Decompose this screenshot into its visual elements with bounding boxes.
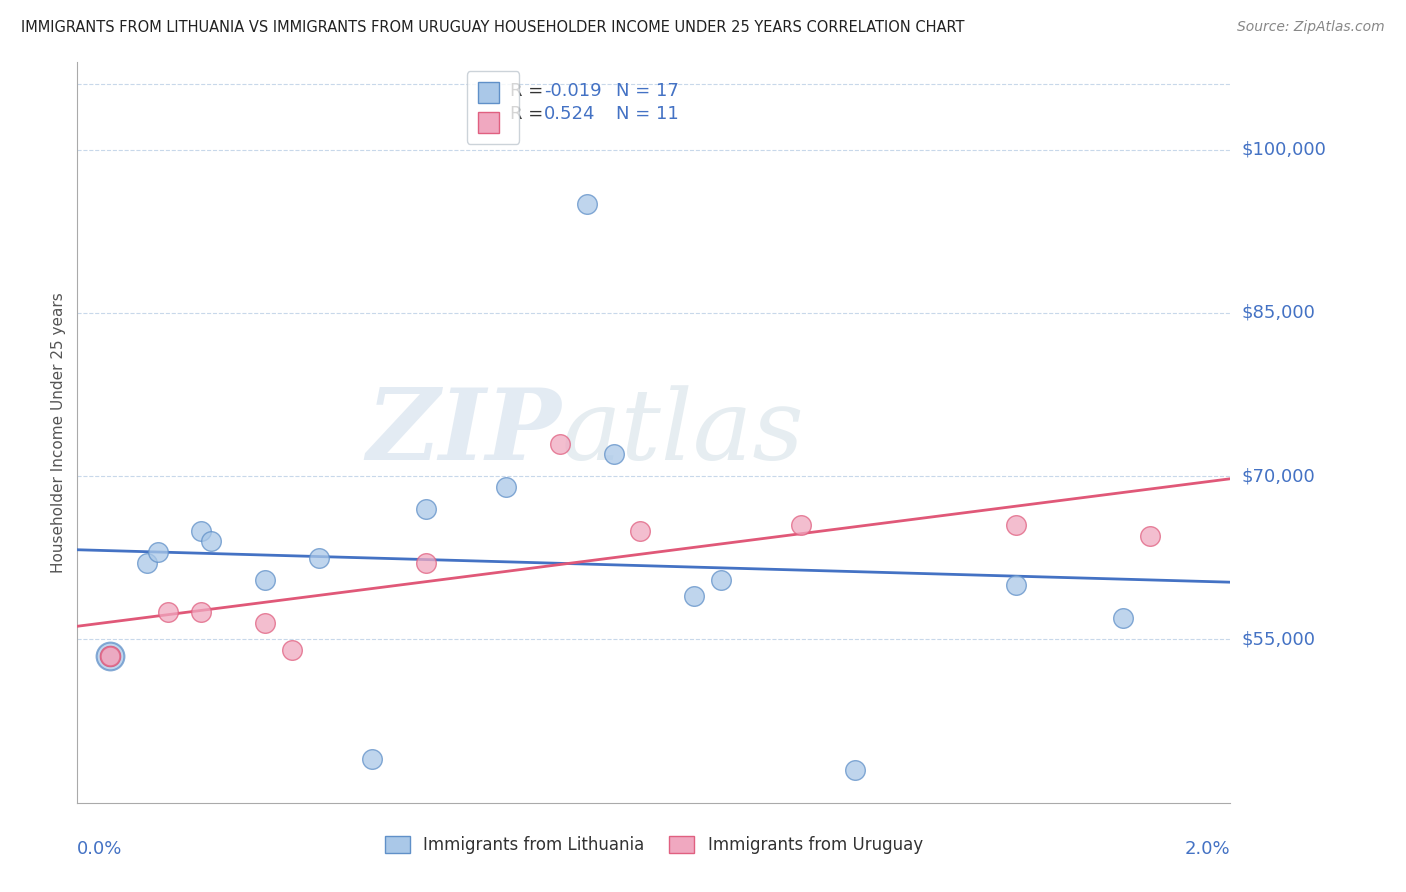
- Point: [98, 648, 121, 663]
- Point: [548, 436, 571, 450]
- Point: [157, 605, 180, 619]
- Point: [1139, 529, 1161, 543]
- Text: R =: R =: [510, 82, 548, 100]
- Legend: Immigrants from Lithuania, Immigrants from Uruguay: Immigrants from Lithuania, Immigrants fr…: [378, 830, 929, 861]
- Text: $100,000: $100,000: [1241, 141, 1326, 159]
- Text: 0.0%: 0.0%: [77, 840, 122, 858]
- Point: [98, 648, 121, 663]
- Point: [146, 545, 169, 559]
- Point: [628, 524, 651, 538]
- Point: [683, 589, 706, 603]
- Point: [575, 197, 598, 211]
- Text: Source: ZipAtlas.com: Source: ZipAtlas.com: [1237, 20, 1385, 34]
- Point: [190, 524, 212, 538]
- Point: [253, 616, 276, 631]
- Point: [308, 550, 330, 565]
- Point: [98, 648, 121, 663]
- Text: $55,000: $55,000: [1241, 631, 1316, 648]
- Point: [361, 752, 384, 766]
- Point: [1112, 610, 1135, 624]
- Text: $70,000: $70,000: [1241, 467, 1315, 485]
- Point: [790, 518, 813, 533]
- Point: [602, 447, 624, 461]
- Point: [253, 573, 276, 587]
- Point: [136, 556, 159, 570]
- Text: $85,000: $85,000: [1241, 304, 1315, 322]
- Text: ZIP: ZIP: [367, 384, 561, 481]
- Point: [1004, 518, 1026, 533]
- Text: IMMIGRANTS FROM LITHUANIA VS IMMIGRANTS FROM URUGUAY HOUSEHOLDER INCOME UNDER 25: IMMIGRANTS FROM LITHUANIA VS IMMIGRANTS …: [21, 20, 965, 35]
- Point: [190, 605, 212, 619]
- Point: [415, 501, 437, 516]
- Text: -0.019: -0.019: [544, 82, 602, 100]
- Point: [844, 763, 866, 777]
- Y-axis label: Householder Income Under 25 years: Householder Income Under 25 years: [51, 293, 66, 573]
- Text: atlas: atlas: [561, 385, 804, 480]
- Point: [281, 643, 304, 657]
- Point: [415, 556, 437, 570]
- Text: N = 17: N = 17: [616, 82, 679, 100]
- Point: [495, 480, 517, 494]
- Text: 2.0%: 2.0%: [1185, 840, 1230, 858]
- Point: [1004, 578, 1026, 592]
- Point: [98, 648, 121, 663]
- Point: [200, 534, 222, 549]
- Point: [710, 573, 733, 587]
- Text: R =: R =: [510, 105, 554, 123]
- Text: 0.524: 0.524: [544, 105, 596, 123]
- Text: N = 11: N = 11: [616, 105, 679, 123]
